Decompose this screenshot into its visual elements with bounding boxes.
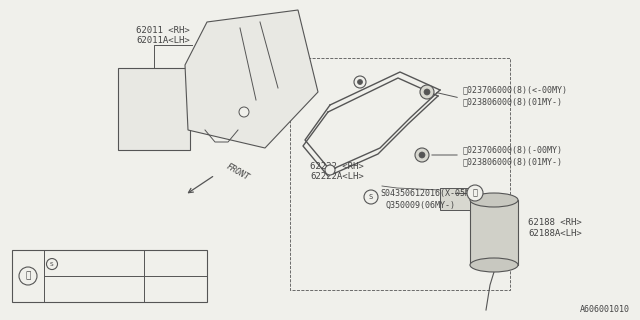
Circle shape xyxy=(424,89,430,95)
Text: ( -03MY): ( -03MY) xyxy=(148,260,185,268)
Text: S04350612016(X-05MY): S04350612016(X-05MY) xyxy=(380,188,480,197)
Text: 62011 <RH>
62011A<LH>: 62011 <RH> 62011A<LH> xyxy=(136,26,189,45)
Polygon shape xyxy=(185,10,318,148)
Text: ①: ① xyxy=(26,271,31,281)
Circle shape xyxy=(467,185,483,201)
Text: S: S xyxy=(50,261,54,267)
Text: M00004: M00004 xyxy=(80,284,108,292)
Text: ⓝ023706000(8)(-00MY): ⓝ023706000(8)(-00MY) xyxy=(463,146,563,155)
Circle shape xyxy=(419,152,425,158)
FancyBboxPatch shape xyxy=(440,188,470,210)
Text: ①: ① xyxy=(472,188,477,197)
Circle shape xyxy=(358,79,362,84)
Ellipse shape xyxy=(470,193,518,207)
Circle shape xyxy=(19,267,37,285)
Circle shape xyxy=(239,107,249,117)
FancyBboxPatch shape xyxy=(470,200,518,265)
Text: 62188 <RH>
62188A<LH>: 62188 <RH> 62188A<LH> xyxy=(528,218,582,238)
Circle shape xyxy=(354,76,366,88)
Circle shape xyxy=(415,148,429,162)
Circle shape xyxy=(420,85,434,99)
Text: S: S xyxy=(369,194,373,200)
Text: (04MY- ): (04MY- ) xyxy=(148,284,185,292)
Ellipse shape xyxy=(470,258,518,272)
Circle shape xyxy=(325,165,335,175)
FancyBboxPatch shape xyxy=(12,250,207,302)
Text: 010406100 (8): 010406100 (8) xyxy=(59,260,119,268)
Text: ⓝ023806000(8)(01MY-): ⓝ023806000(8)(01MY-) xyxy=(463,157,563,166)
Text: ⓝ023806000(8)(01MY-): ⓝ023806000(8)(01MY-) xyxy=(463,98,563,107)
FancyBboxPatch shape xyxy=(118,68,190,150)
Circle shape xyxy=(364,190,378,204)
Circle shape xyxy=(47,259,58,269)
Text: FRONT: FRONT xyxy=(225,162,251,182)
Text: A606001010: A606001010 xyxy=(580,305,630,314)
Text: ⓝ023706000(8)(<-00MY): ⓝ023706000(8)(<-00MY) xyxy=(463,85,568,94)
Text: 62222 <RH>
62222A<LH>: 62222 <RH> 62222A<LH> xyxy=(310,162,364,181)
Text: Q350009(06MY-): Q350009(06MY-) xyxy=(385,201,455,210)
